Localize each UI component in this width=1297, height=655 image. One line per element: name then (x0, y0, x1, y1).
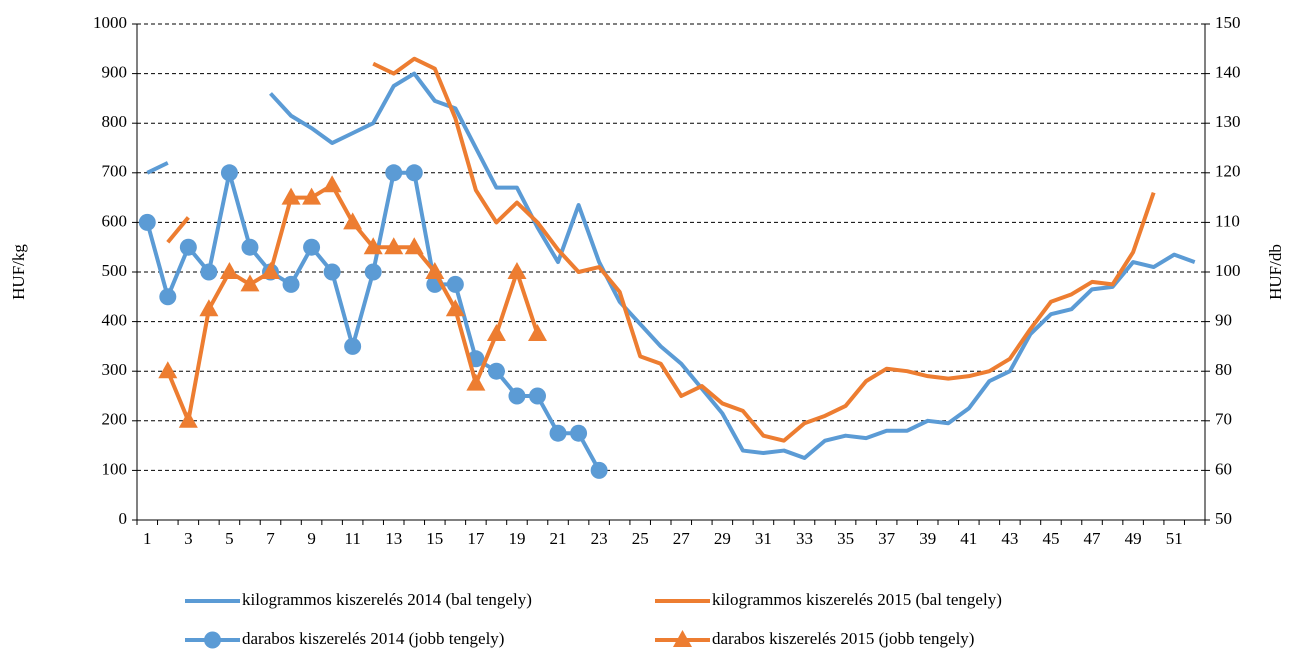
marker (570, 424, 588, 442)
marker (385, 164, 403, 182)
marker (508, 387, 526, 405)
y-tick-label: 800 (102, 112, 128, 131)
y-tick-label: 900 (102, 63, 128, 82)
x-tick-label: 5 (225, 529, 234, 548)
marker (282, 275, 300, 293)
y-axis-label: HUF/kg (9, 244, 28, 300)
x-tick-label: 29 (714, 529, 731, 548)
y-tick-label: 300 (102, 360, 128, 379)
series-line (166, 56, 1156, 443)
marker (487, 362, 505, 380)
x-tick-label: 33 (796, 529, 813, 548)
marker (200, 263, 218, 281)
y-tick-label: 700 (102, 162, 128, 181)
legend-label: kilogrammos kiszerelés 2014 (bal tengely… (242, 590, 532, 609)
x-tick-label: 51 (1166, 529, 1183, 548)
x-tick-label: 41 (960, 529, 977, 548)
y-tick-label: 500 (102, 261, 128, 280)
marker (322, 175, 342, 193)
marker (261, 262, 280, 279)
y2-tick-label: 120 (1215, 162, 1241, 181)
y2-tick-label: 80 (1215, 360, 1232, 379)
x-tick-label: 23 (591, 529, 608, 548)
marker (343, 212, 363, 230)
x-tick-label: 3 (184, 529, 193, 548)
x-tick-label: 43 (1001, 529, 1018, 548)
x-tick-label: 39 (919, 529, 936, 548)
marker (220, 164, 238, 182)
marker (364, 263, 382, 281)
marker (303, 238, 321, 256)
marker (404, 237, 424, 255)
y2-tick-label: 150 (1215, 13, 1241, 32)
y2-tick-label: 100 (1215, 261, 1241, 280)
y2-tick-label: 60 (1215, 459, 1232, 478)
y-tick-label: 600 (102, 211, 128, 230)
y-tick-label: 400 (102, 311, 128, 330)
marker (199, 299, 219, 317)
y2-tick-label: 130 (1215, 112, 1241, 131)
x-tick-label: 31 (755, 529, 772, 548)
marker (159, 288, 177, 306)
x-tick-label: 37 (878, 529, 896, 548)
marker (673, 630, 692, 647)
marker (549, 424, 567, 442)
x-tick-label: 45 (1042, 529, 1059, 548)
marker (363, 237, 383, 255)
x-tick-label: 19 (508, 529, 525, 548)
marker (158, 361, 178, 379)
y2-tick-label: 70 (1215, 410, 1232, 429)
x-tick-label: 27 (673, 529, 691, 548)
marker (281, 187, 301, 205)
marker (302, 187, 322, 205)
marker (528, 324, 547, 341)
marker (138, 213, 156, 231)
marker (323, 263, 341, 281)
y2-tick-label: 110 (1215, 211, 1240, 230)
marker (486, 324, 506, 341)
y2-axis-label: HUF/db (1266, 244, 1285, 300)
x-tick-label: 13 (385, 529, 402, 548)
marker (178, 410, 198, 428)
marker (384, 237, 404, 255)
x-tick-label: 25 (632, 529, 649, 548)
marker (466, 373, 486, 391)
x-tick-label: 11 (344, 529, 360, 548)
marker (344, 337, 362, 355)
x-tick-label: 21 (550, 529, 567, 548)
series-line (146, 71, 1196, 460)
x-tick-label: 35 (837, 529, 854, 548)
marker (241, 238, 259, 256)
marker (425, 262, 445, 279)
x-tick-label: 15 (426, 529, 443, 548)
legend-label: darabos kiszerelés 2014 (jobb tengely) (242, 629, 504, 648)
x-tick-label: 9 (307, 529, 316, 548)
y-tick-label: 0 (119, 509, 128, 528)
marker (219, 262, 239, 279)
x-tick-label: 1 (143, 529, 152, 548)
marker (405, 164, 423, 182)
y2-tick-label: 90 (1215, 311, 1232, 330)
y-tick-label: 100 (102, 459, 128, 478)
marker (507, 262, 527, 279)
x-tick-label: 49 (1125, 529, 1142, 548)
y-tick-label: 200 (102, 410, 128, 429)
marker (204, 631, 221, 649)
marker (446, 275, 464, 293)
legend-label: kilogrammos kiszerelés 2015 (bal tengely… (712, 590, 1002, 609)
y-tick-label: 1000 (93, 13, 127, 32)
marker (240, 274, 260, 292)
legend-label: darabos kiszerelés 2015 (jobb tengely) (712, 629, 974, 648)
y2-tick-label: 140 (1215, 63, 1241, 82)
marker (179, 238, 197, 256)
marker (590, 461, 608, 479)
x-tick-label: 47 (1084, 529, 1102, 548)
marker (529, 387, 546, 405)
marker (445, 299, 465, 317)
y2-tick-label: 50 (1215, 509, 1232, 528)
x-tick-label: 17 (467, 529, 485, 548)
x-tick-label: 7 (266, 529, 275, 548)
